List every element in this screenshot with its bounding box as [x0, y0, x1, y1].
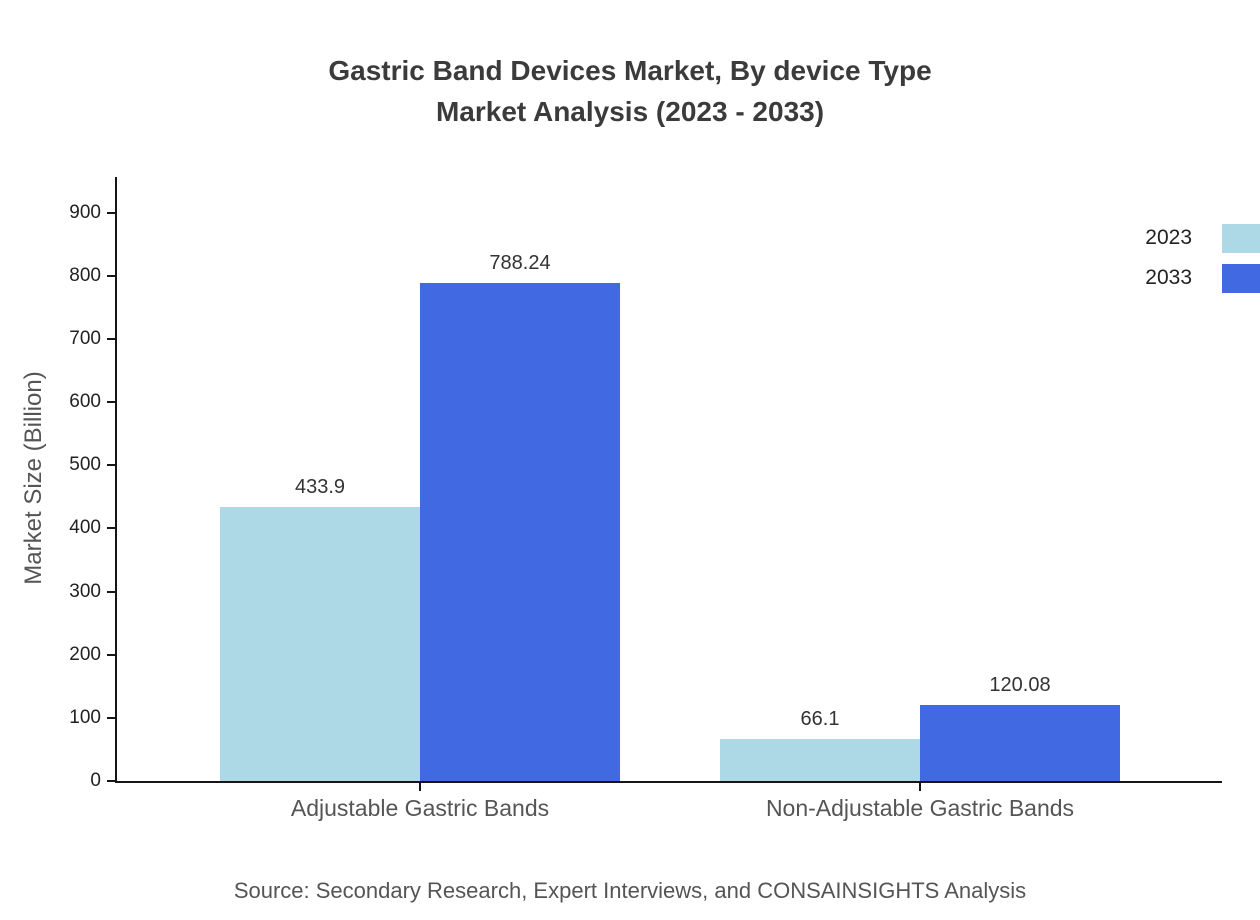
- y-tick-label: 200: [69, 643, 101, 665]
- category-label-non-adjustable: Non-Adjustable Gastric Bands: [765, 795, 1075, 821]
- bar-2033-2: [920, 705, 1120, 781]
- bar-2023-1: [220, 506, 420, 781]
- legend-swatch: [1222, 263, 1260, 293]
- y-tick: [107, 527, 115, 530]
- legend-item-2033: 2033: [1145, 258, 1260, 298]
- chart-title-line1: Gastric Band Devices Market, By device T…: [328, 55, 932, 86]
- bar-2033-1: [420, 283, 620, 781]
- bar-2023-2: [720, 739, 920, 781]
- y-tick-label: 400: [69, 517, 101, 539]
- legend-label: 2033: [1145, 266, 1192, 289]
- bar-value-label: 788.24: [489, 252, 551, 275]
- chart-title: Gastric Band Devices Market, By device T…: [0, 50, 1260, 132]
- category-label-adjustable: Adjustable Gastric Bands: [290, 795, 550, 821]
- y-tick: [107, 337, 115, 340]
- y-tick: [107, 464, 115, 467]
- source-attribution: Source: Secondary Research, Expert Inter…: [233, 878, 1027, 903]
- y-axis-line: [115, 177, 117, 783]
- legend: 2023 2033: [1145, 218, 1260, 298]
- bar-value-label: 66.1: [800, 708, 840, 731]
- y-tick: [107, 401, 115, 404]
- y-tick-label: 700: [69, 327, 101, 349]
- plot-area: Adjustable Gastric Bands Non-Adjustable …: [69, 177, 1222, 821]
- y-tick: [107, 780, 115, 782]
- y-tick-label: 500: [69, 454, 101, 476]
- y-tick-label: 0: [90, 770, 101, 791]
- y-tick: [107, 274, 115, 277]
- y-tick: [107, 653, 115, 656]
- x-tick: [919, 783, 921, 791]
- legend-item-2023: 2023: [1145, 218, 1260, 258]
- y-tick: [107, 211, 115, 214]
- y-axis-title: Market Size (Billion): [20, 371, 47, 585]
- y-tick: [107, 590, 115, 593]
- y-tick-label: 900: [69, 201, 101, 223]
- bar-value-label: 120.08: [989, 674, 1051, 697]
- x-tick: [419, 783, 421, 791]
- y-tick-label: 800: [69, 264, 101, 286]
- legend-swatch: [1222, 223, 1260, 253]
- y-tick-label: 300: [69, 580, 101, 602]
- bar-value-label: 433.9: [294, 475, 346, 498]
- y-tick: [107, 716, 115, 719]
- chart-title-line2: Market Analysis (2023 - 2033): [435, 96, 825, 127]
- y-tick-label: 100: [69, 706, 101, 728]
- y-tick-label: 600: [69, 391, 101, 413]
- x-axis-line: [115, 781, 1222, 783]
- legend-label: 2023: [1145, 226, 1192, 249]
